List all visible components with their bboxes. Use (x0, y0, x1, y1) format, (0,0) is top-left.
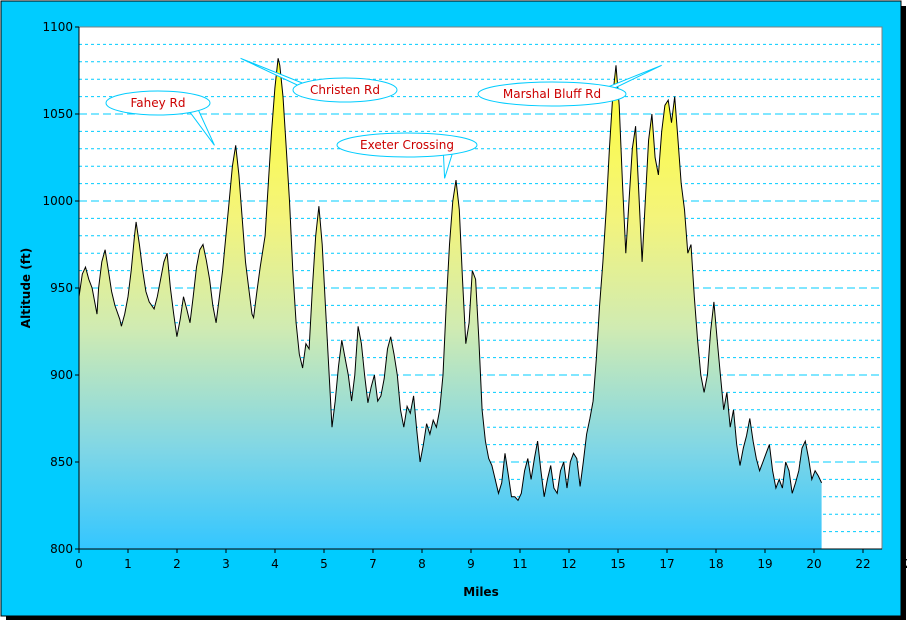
y-axis-ticks: 800 850 900 950 1000 1050 1100 (42, 20, 79, 556)
x-tick-label: 18 (708, 557, 723, 571)
x-axis-title: Miles (463, 585, 498, 599)
x-tick-label: 1 (124, 557, 132, 571)
x-tick-label: 4 (271, 557, 279, 571)
x-tick-label: 11 (512, 557, 527, 571)
x-tick-label: 15 (610, 557, 625, 571)
y-tick-label: 900 (50, 368, 73, 382)
x-tick-label: 0 (75, 557, 83, 571)
callout-bubble (105, 90, 211, 116)
x-tick-label: 9 (467, 557, 475, 571)
altitude-line (78, 58, 823, 502)
callout-label: Fahey Rd (130, 96, 185, 110)
x-tick-label: 2 (173, 557, 181, 571)
x-tick-label: 8 (418, 557, 426, 571)
y-axis-title: Altitude (ft) (19, 248, 33, 328)
x-tick-label: 17 (659, 557, 674, 571)
y-tick-label: 1050 (42, 107, 73, 121)
callout-exeter-crossing: Exeter Crossing (336, 132, 478, 179)
chart-shadow (901, 6, 906, 620)
y-tick-label: 1100 (42, 20, 73, 34)
x-tick-label: 22 (855, 557, 870, 571)
callout-fahey-rd: Fahey Rd (105, 90, 215, 146)
callout-label: Exeter Crossing (360, 138, 454, 152)
x-tick-label: 19 (757, 557, 772, 571)
y-tick-label: 800 (50, 542, 73, 556)
x-tick-label: 12 (561, 557, 576, 571)
y-tick-label: 1000 (42, 194, 73, 208)
callout-label: Marshal Bluff Rd (503, 87, 601, 101)
altitude-area (79, 58, 822, 550)
x-tick-label: 3 (222, 557, 230, 571)
x-tick-label: 20 (806, 557, 821, 571)
callout-christen-rd: Christen Rd (240, 57, 398, 103)
callout-bubble (477, 81, 627, 107)
x-tick-label: 24 (904, 557, 907, 571)
x-tick-label: 7 (369, 557, 377, 571)
callout-bubble (292, 77, 398, 103)
callout-bubble (336, 132, 478, 158)
x-axis-ticks: 012345789111215171819202224 (75, 549, 907, 571)
chart-shadow-bottom (6, 616, 906, 620)
x-tick-label: 5 (320, 557, 328, 571)
callout-marshal-bluff-rd: Marshal Bluff Rd (477, 64, 662, 107)
callouts: Fahey Rd Christen Rd Exeter Crossing Marsha… (105, 57, 662, 179)
y-tick-label: 850 (50, 455, 73, 469)
callout-label: Christen Rd (310, 83, 380, 97)
y-tick-label: 950 (50, 281, 73, 295)
